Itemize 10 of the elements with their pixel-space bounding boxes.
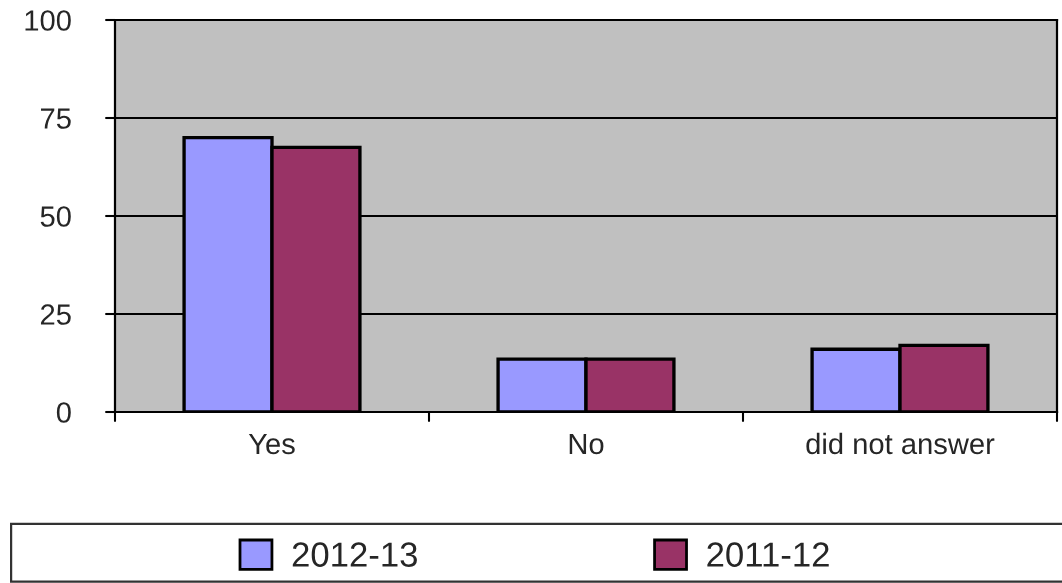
x-tick-label: Yes xyxy=(248,433,295,455)
y-tick-label: 25 xyxy=(40,304,71,325)
y-tick-label: 50 xyxy=(40,206,71,227)
legend-label: 2012-13 xyxy=(292,542,417,567)
y-tick-label: 0 xyxy=(56,402,71,423)
x-tick-label: No xyxy=(569,433,604,455)
x-tick-label: did not answer xyxy=(806,432,995,455)
legend-label: 2011-12 xyxy=(707,542,829,567)
y-tick-label: 75 xyxy=(41,108,71,129)
y-tick-label: 100 xyxy=(25,10,71,31)
